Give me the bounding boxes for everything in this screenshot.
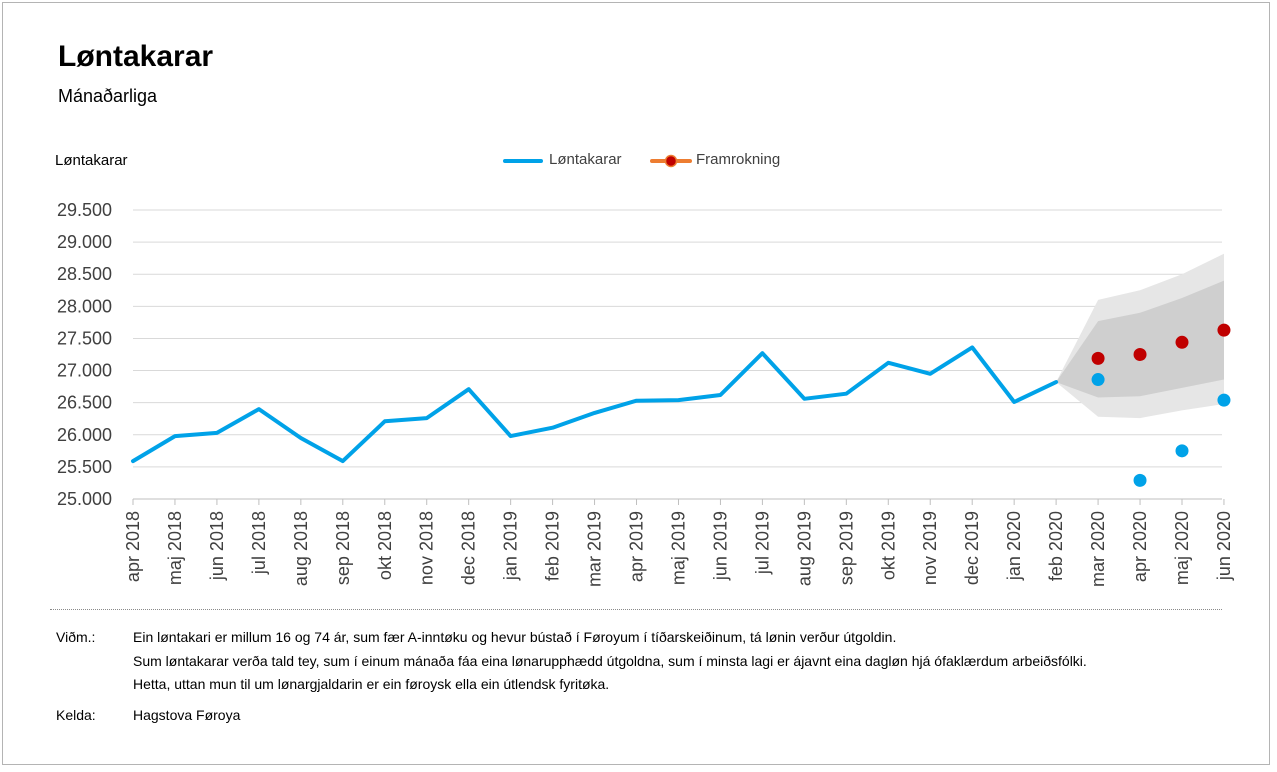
forecast-point [1091, 351, 1105, 365]
page-subtitle: Mánaðarliga [58, 86, 158, 106]
notes-label: Viðm.: [56, 629, 96, 645]
y-tick-label: 28.000 [57, 296, 112, 316]
x-tick-label: apr 2018 [123, 511, 143, 582]
divider [50, 609, 1222, 610]
x-tick-label: jun 2018 [207, 511, 227, 581]
y-tick-label: 26.000 [57, 425, 112, 445]
x-tick-label: dec 2018 [459, 511, 479, 585]
x-tick-label: apr 2019 [627, 511, 647, 582]
series-line-lontakarar [131, 345, 1059, 464]
x-tick-label: jan 2019 [501, 511, 521, 581]
x-tick-label: jan 2020 [1004, 511, 1024, 581]
y-tick-label: 25.000 [57, 489, 112, 509]
forecast-point [1217, 323, 1231, 337]
x-tick-label: jun 2019 [710, 511, 730, 581]
x-tick-label: feb 2019 [543, 511, 563, 581]
x-tick-label: okt 2019 [878, 511, 898, 580]
x-tick-label: maj 2019 [668, 511, 688, 585]
x-tick-label: nov 2019 [920, 511, 940, 585]
data-point-blue [1133, 473, 1147, 487]
y-tick-label: 28.500 [57, 264, 112, 284]
notes-line: Sum løntakarar verða tald tey, sum í ein… [133, 652, 1087, 669]
x-tick-label: jul 2018 [249, 511, 269, 575]
source-label: Kelda: [56, 707, 96, 723]
page-title: Løntakarar [58, 40, 214, 73]
legend-label: Framrokning [696, 151, 781, 168]
x-tick-label: maj 2020 [1172, 511, 1192, 585]
y-tick-label: 29.000 [57, 232, 112, 252]
legend-label: Løntakarar [549, 151, 622, 168]
x-tick-label: apr 2020 [1130, 511, 1150, 582]
y-tick-label: 27.000 [57, 361, 112, 381]
source-text: Hagstova Føroya [133, 707, 241, 723]
x-tick-label: maj 2018 [165, 511, 185, 585]
notes-text: Ein løntakari er millum 16 og 74 ár, sum… [133, 626, 1087, 697]
x-tick-label: feb 2020 [1046, 511, 1066, 581]
data-point-blue [1091, 373, 1105, 387]
x-tick-label: jun 2020 [1214, 511, 1234, 581]
x-tick-label: aug 2019 [794, 511, 814, 586]
legend-marker-swatch [650, 154, 692, 168]
y-tick-label: 25.500 [57, 457, 112, 477]
notes-line: Ein løntakari er millum 16 og 74 ár, sum… [133, 629, 897, 645]
line-chart: 25.000 25.500 26.000 26.500 27.000 27.500 28.0… [57, 200, 1234, 587]
x-tick-label: nov 2018 [417, 511, 437, 585]
notes-line: Hetta, uttan mun til um lønargjaldarin e… [133, 676, 610, 692]
x-tick-label: sep 2019 [836, 511, 856, 585]
x-tick-label: mar 2020 [1088, 511, 1108, 587]
forecast-point [1175, 335, 1189, 349]
y-tick-label: 29.500 [57, 200, 112, 220]
x-tick-label: mar 2019 [585, 511, 605, 587]
data-point-blue [1175, 444, 1189, 458]
x-tick-label: aug 2018 [291, 511, 311, 586]
x-tick-label: dec 2019 [962, 511, 982, 585]
x-tick-label: jul 2019 [752, 511, 772, 575]
data-point-blue [1217, 393, 1231, 407]
y-tick-label: 27.500 [57, 328, 112, 348]
forecast-band-inner [1056, 280, 1224, 398]
y-axis-label: Løntakarar [55, 152, 128, 169]
legend-line-swatch [503, 159, 543, 163]
forecast-point [1133, 348, 1147, 361]
x-tick-label: okt 2018 [375, 511, 395, 580]
x-tick-label: sep 2018 [333, 511, 353, 585]
y-tick-label: 26.500 [57, 393, 112, 413]
